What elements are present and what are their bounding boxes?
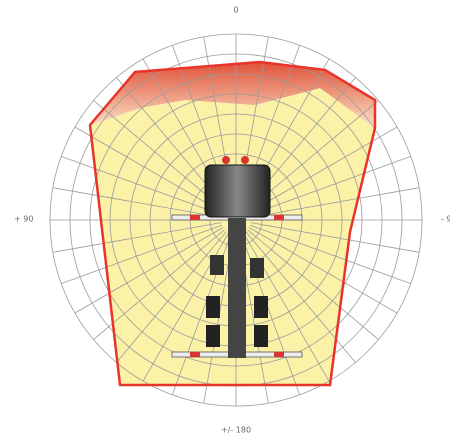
chassis	[228, 218, 246, 358]
grid-spoke	[243, 232, 330, 382]
grid-spoke	[250, 222, 420, 253]
light	[274, 352, 284, 357]
blind-area	[90, 62, 375, 128]
grid-spoke	[249, 156, 411, 216]
angle-label-bottom: +/- 180	[221, 426, 251, 435]
light	[190, 352, 200, 357]
zone-outline	[88, 60, 377, 387]
light	[274, 215, 284, 220]
grid-spoke	[248, 227, 398, 314]
grid-spoke	[74, 227, 224, 314]
grid-spoke	[61, 224, 223, 284]
grid-spoke	[52, 222, 222, 253]
wheel	[206, 296, 220, 318]
light	[190, 215, 200, 220]
grid-spoke	[250, 187, 420, 218]
angle-label-left: + 90	[14, 215, 33, 224]
beacon	[222, 156, 230, 164]
grid-spoke	[74, 126, 224, 213]
beacon	[241, 156, 249, 164]
grid-spoke	[93, 229, 225, 340]
grid-spoke	[247, 229, 379, 340]
grid-spoke	[245, 231, 356, 363]
truck	[171, 156, 303, 358]
angle-label-right: - 90	[441, 215, 450, 224]
cab	[204, 164, 271, 218]
grid-spoke	[249, 224, 411, 284]
wheel	[254, 325, 268, 347]
wheel	[206, 325, 220, 347]
grid-spoke	[52, 187, 222, 218]
grid-spoke	[116, 231, 227, 363]
grid-spoke	[61, 156, 223, 216]
wheel	[254, 296, 268, 318]
tank	[210, 255, 224, 275]
tank	[250, 258, 264, 278]
angle-label-top: 0	[233, 6, 238, 15]
grid-spoke	[93, 100, 225, 211]
